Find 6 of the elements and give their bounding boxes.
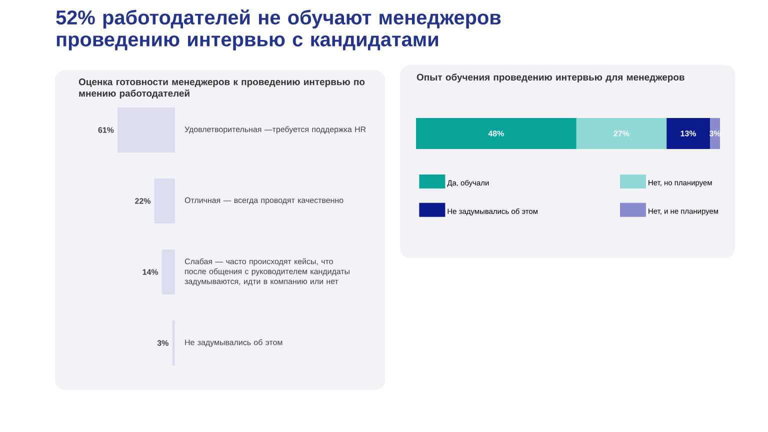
- bar: [576, 118, 667, 149]
- chart-title: Опыт обучения проведению интервью для менеджеров: [416, 74, 684, 82]
- text: 52% работодателей не обучают менеджеров проведению интервью с кандидатами: [56, 10, 501, 50]
- text: Оценка готовности менеджеров к проведению интервью по мнению работодателей: [78, 78, 365, 99]
- bar: [666, 118, 710, 149]
- bar: [416, 118, 576, 149]
